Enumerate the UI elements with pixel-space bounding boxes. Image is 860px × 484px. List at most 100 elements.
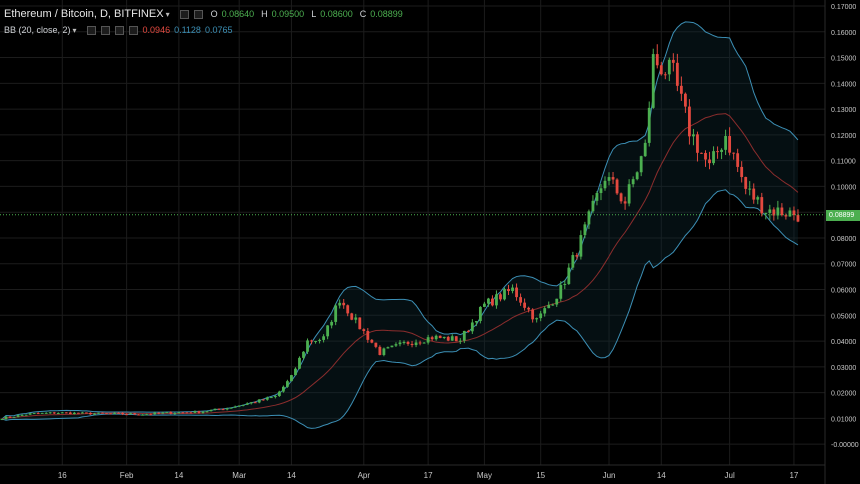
ohlc-low-value: 0.08600 bbox=[320, 9, 353, 19]
x-tick-label: Apr bbox=[358, 471, 371, 480]
candle-body bbox=[768, 209, 772, 213]
candle-body bbox=[32, 413, 36, 415]
candle-body bbox=[571, 255, 575, 268]
x-tick-label: Jul bbox=[725, 471, 735, 480]
x-tick-label: 17 bbox=[424, 471, 433, 480]
candle-body bbox=[724, 136, 728, 150]
candle-body bbox=[314, 341, 317, 343]
candle-body bbox=[253, 402, 257, 404]
candle-body bbox=[245, 403, 249, 405]
candle-body bbox=[442, 336, 446, 339]
x-tick-label: Mar bbox=[232, 471, 246, 480]
candle-body bbox=[44, 412, 48, 414]
y-tick-label: 0.16000 bbox=[831, 30, 856, 37]
candle-body bbox=[318, 339, 321, 342]
candle-body bbox=[430, 337, 434, 340]
close-icon[interactable] bbox=[128, 25, 138, 35]
candle-body bbox=[48, 412, 52, 414]
bb-fill bbox=[2, 21, 798, 429]
candle-body bbox=[784, 215, 788, 217]
candle-body bbox=[659, 65, 663, 75]
candle-body bbox=[402, 341, 406, 343]
candle-body bbox=[249, 402, 253, 404]
candle-body bbox=[72, 412, 76, 415]
candle-body bbox=[788, 210, 792, 217]
candle-body bbox=[559, 284, 563, 299]
indicator-name[interactable]: BB (20, close, 2) bbox=[4, 25, 71, 35]
candle-body bbox=[342, 302, 346, 306]
candle-body bbox=[740, 166, 744, 178]
candle-body bbox=[205, 411, 209, 413]
eye-icon[interactable] bbox=[100, 25, 110, 35]
candle-body bbox=[326, 325, 330, 337]
candle-body bbox=[16, 415, 20, 417]
candle-body bbox=[692, 134, 695, 137]
settings-icon[interactable] bbox=[179, 9, 189, 19]
symbol-legend: Ethereum / Bitcoin, D, BITFINEX ▾ O 0.08… bbox=[4, 8, 403, 20]
candle-body bbox=[173, 413, 177, 415]
candle-body bbox=[474, 321, 478, 323]
candle-body bbox=[563, 283, 567, 285]
candle-body bbox=[209, 409, 213, 412]
eye-icon[interactable] bbox=[193, 9, 203, 19]
symbol-title[interactable]: Ethereum / Bitcoin, D, BITFINEX bbox=[4, 8, 164, 20]
candle-body bbox=[623, 201, 627, 204]
ohlc-high-value: 0.09500 bbox=[271, 9, 305, 19]
candle-body bbox=[121, 412, 125, 415]
candle-body bbox=[310, 340, 313, 342]
bb-upper-line bbox=[1, 21, 799, 420]
candle-body bbox=[627, 184, 631, 204]
candle-body bbox=[792, 210, 796, 216]
candle-body bbox=[482, 303, 486, 307]
caret-down-icon[interactable]: ▾ bbox=[72, 25, 77, 35]
candle-body bbox=[764, 212, 768, 214]
candle-body bbox=[36, 413, 40, 415]
candle-body bbox=[24, 414, 28, 416]
candle-body bbox=[700, 152, 703, 154]
x-tick-label: 15 bbox=[536, 471, 545, 480]
candle-body bbox=[663, 74, 667, 76]
settings-icon[interactable] bbox=[114, 25, 124, 35]
settings-icon[interactable] bbox=[86, 25, 96, 35]
candle-body bbox=[52, 412, 56, 414]
candle-body bbox=[619, 193, 623, 202]
candle-body bbox=[438, 335, 442, 339]
candle-body bbox=[772, 209, 776, 216]
candle-body bbox=[56, 412, 60, 414]
candle-body bbox=[647, 107, 651, 143]
candle-body bbox=[696, 134, 699, 153]
candle-body bbox=[117, 412, 120, 414]
candle-body bbox=[716, 151, 719, 153]
candle-body bbox=[362, 329, 366, 332]
candle-body bbox=[575, 255, 579, 257]
candle-body bbox=[450, 336, 454, 341]
candle-body bbox=[294, 368, 297, 376]
candle-body bbox=[346, 305, 350, 314]
candle-body bbox=[539, 313, 543, 319]
candle-body bbox=[350, 313, 354, 320]
ohlc-close-label: C bbox=[359, 9, 367, 19]
candle-body bbox=[201, 411, 205, 413]
x-tick-label: 16 bbox=[58, 471, 67, 480]
candle-body bbox=[177, 412, 181, 414]
candle-body bbox=[334, 305, 338, 322]
candle-body bbox=[390, 345, 394, 348]
candle-body bbox=[434, 335, 438, 340]
candle-body bbox=[213, 408, 217, 410]
candle-body bbox=[257, 399, 261, 403]
candle-body bbox=[683, 93, 687, 107]
caret-down-icon[interactable]: ▾ bbox=[165, 9, 170, 19]
candle-body bbox=[101, 412, 104, 414]
y-tick-label: 0.10000 bbox=[831, 184, 856, 191]
candle-body bbox=[555, 298, 559, 305]
candle-body bbox=[394, 344, 398, 346]
x-tick-label: Jun bbox=[603, 471, 616, 480]
candle-body bbox=[543, 308, 547, 314]
candle-body bbox=[796, 215, 800, 222]
candle-body bbox=[80, 412, 84, 414]
candle-body bbox=[583, 224, 587, 236]
candle-body bbox=[688, 106, 691, 137]
candle-body bbox=[165, 412, 169, 414]
